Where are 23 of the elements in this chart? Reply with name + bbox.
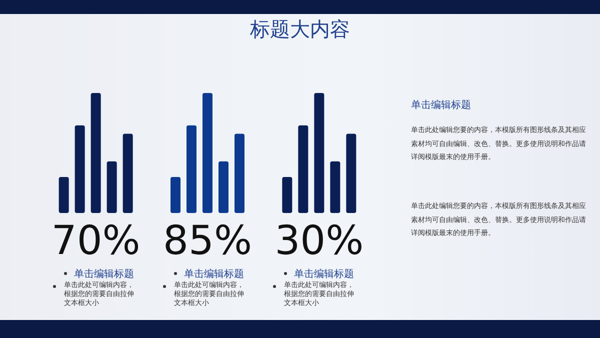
bar bbox=[218, 161, 228, 213]
text: 单击编辑标题 bbox=[184, 268, 244, 281]
bar bbox=[74, 125, 85, 213]
bar bbox=[122, 134, 133, 213]
bar bbox=[234, 134, 244, 213]
bar bbox=[170, 177, 180, 213]
bar bbox=[202, 93, 212, 213]
text: 单击编辑标题 bbox=[74, 268, 134, 281]
chart-title: 标题大内容 bbox=[249, 16, 351, 43]
bar bbox=[186, 125, 196, 213]
bar bbox=[314, 93, 324, 213]
bar bbox=[298, 125, 308, 213]
text: 单击编辑标题 bbox=[411, 98, 471, 112]
bar bbox=[58, 177, 69, 213]
x-tick-label: 70% bbox=[51, 218, 140, 264]
text: 单击编辑标题 bbox=[294, 268, 354, 281]
bar bbox=[330, 161, 340, 213]
bar bbox=[106, 161, 117, 213]
x-tick-label: 85% bbox=[163, 218, 252, 264]
bar bbox=[346, 134, 356, 213]
bar bbox=[282, 177, 292, 213]
bar bbox=[90, 93, 101, 213]
x-tick-label: 30% bbox=[274, 218, 364, 264]
